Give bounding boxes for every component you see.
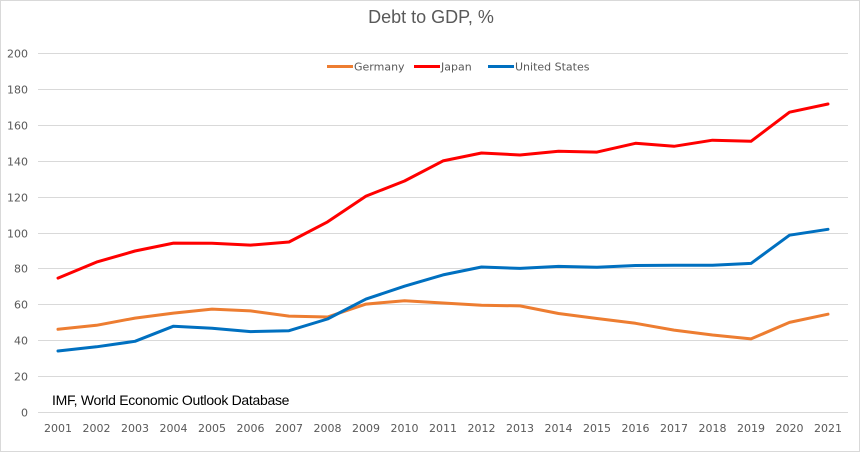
legend-label: United States <box>515 61 590 74</box>
x-tick-label: 2017 <box>660 422 688 435</box>
x-tick-label: 2010 <box>391 422 419 435</box>
x-tick-label: 2004 <box>160 422 188 435</box>
x-tick-label: 2014 <box>545 422 573 435</box>
y-tick-label: 180 <box>7 84 28 97</box>
y-tick-label: 100 <box>7 228 28 241</box>
x-tick-label: 2005 <box>198 422 226 435</box>
gridlines <box>38 53 848 413</box>
y-tick-label: 140 <box>7 156 28 169</box>
x-axis-ticks: 2001 2002 2003 2004 2005 2006 2007 2008 2009 2010… <box>44 422 842 435</box>
series-line-japan <box>56 102 830 280</box>
x-tick-label: 2009 <box>352 422 380 435</box>
series-line-united-states <box>56 227 830 353</box>
y-tick-label: 120 <box>7 192 28 205</box>
legend-item-japan: Japan <box>414 61 472 74</box>
y-tick-label: 40 <box>14 335 28 348</box>
x-tick-label: 2016 <box>622 422 650 435</box>
chart-title: Debt to GDP, % <box>368 7 494 27</box>
x-tick-label: 2007 <box>275 422 303 435</box>
series-lines <box>56 102 830 353</box>
legend-label: Japan <box>440 61 472 74</box>
legend: Germany Japan United States <box>327 61 590 74</box>
x-tick-label: 2013 <box>506 422 534 435</box>
y-tick-label: 60 <box>14 299 28 312</box>
x-tick-label: 2002 <box>83 422 111 435</box>
y-tick-label: 160 <box>7 120 28 133</box>
x-tick-label: 2020 <box>776 422 804 435</box>
y-tick-label: 20 <box>14 371 28 384</box>
x-tick-label: 2021 <box>814 422 842 435</box>
y-axis-ticks: 0 20 40 60 80 100 120 140 160 180 200 <box>7 48 28 420</box>
legend-label: Germany <box>354 61 405 74</box>
y-tick-label: 0 <box>21 407 28 420</box>
x-tick-label: 2012 <box>468 422 496 435</box>
x-tick-label: 2008 <box>314 422 342 435</box>
y-tick-label: 80 <box>14 263 28 276</box>
x-tick-label: 2011 <box>429 422 457 435</box>
source-annotation: IMF, World Economic Outlook Database <box>52 392 290 408</box>
y-tick-label: 200 <box>7 48 28 61</box>
series-line-germany <box>56 299 830 341</box>
legend-item-germany: Germany <box>327 61 405 74</box>
legend-item-united-states: United States <box>488 61 590 74</box>
x-tick-label: 2003 <box>121 422 149 435</box>
x-tick-label: 2019 <box>737 422 765 435</box>
x-tick-label: 2006 <box>237 422 265 435</box>
x-tick-label: 2001 <box>44 422 72 435</box>
x-tick-label: 2015 <box>583 422 611 435</box>
x-tick-label: 2018 <box>699 422 727 435</box>
